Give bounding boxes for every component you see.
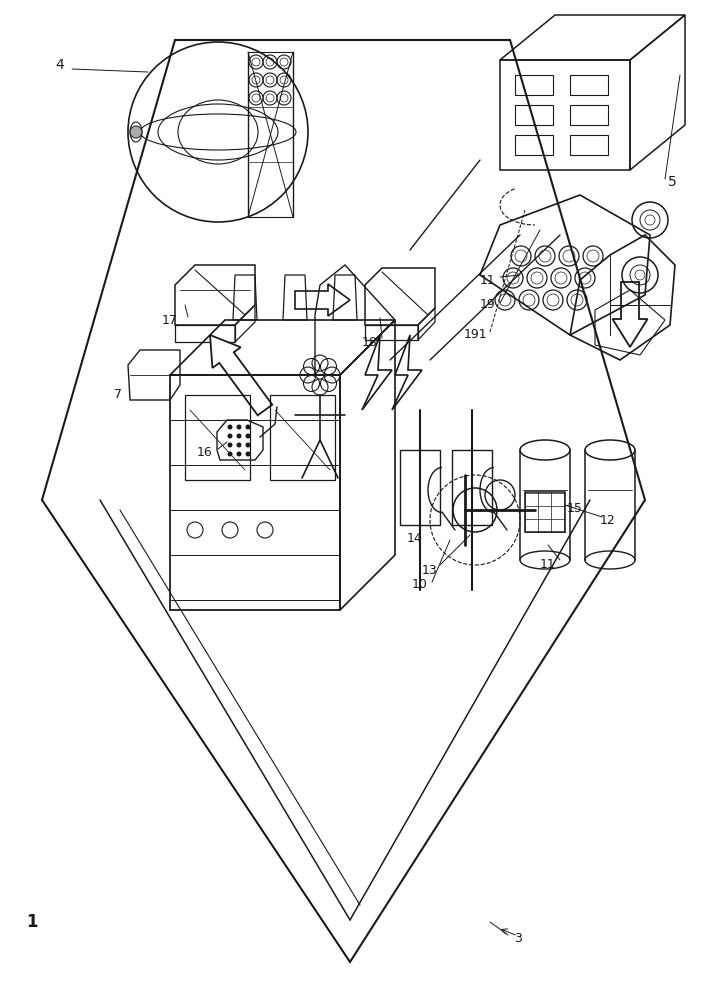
- Text: 3: 3: [514, 932, 522, 944]
- Text: 7: 7: [114, 388, 122, 401]
- Circle shape: [236, 424, 242, 430]
- Text: 19: 19: [480, 298, 496, 312]
- Bar: [570, 135, 608, 155]
- Bar: [400, 450, 440, 525]
- Text: 4: 4: [55, 58, 64, 72]
- Text: 5: 5: [667, 175, 676, 189]
- Bar: [452, 450, 492, 525]
- Text: 13: 13: [422, 564, 438, 576]
- Bar: [185, 395, 250, 480]
- Bar: [270, 395, 335, 480]
- Bar: [525, 492, 565, 532]
- Circle shape: [228, 424, 233, 430]
- Circle shape: [130, 126, 142, 138]
- FancyArrow shape: [613, 282, 648, 347]
- Circle shape: [236, 434, 242, 438]
- Text: 11: 11: [540, 558, 556, 572]
- Text: 11: 11: [480, 273, 496, 286]
- Circle shape: [228, 442, 233, 448]
- Circle shape: [245, 424, 250, 430]
- Text: 17: 17: [162, 314, 178, 326]
- Circle shape: [245, 442, 250, 448]
- FancyArrow shape: [210, 335, 272, 415]
- Text: 16: 16: [197, 446, 213, 458]
- Bar: [515, 75, 553, 95]
- Circle shape: [245, 434, 250, 438]
- Text: 1: 1: [26, 913, 38, 931]
- Bar: [570, 75, 608, 95]
- Circle shape: [228, 452, 233, 456]
- Bar: [570, 105, 608, 125]
- Text: 10: 10: [412, 578, 428, 591]
- Circle shape: [245, 452, 250, 456]
- Text: 14: 14: [407, 532, 423, 544]
- Bar: [515, 105, 553, 125]
- Circle shape: [236, 442, 242, 448]
- Bar: [515, 135, 553, 155]
- Circle shape: [228, 434, 233, 438]
- Text: 15: 15: [567, 502, 583, 514]
- Circle shape: [236, 452, 242, 456]
- Text: 12: 12: [600, 514, 616, 526]
- Text: 18: 18: [362, 336, 378, 349]
- Text: 191: 191: [463, 328, 486, 342]
- FancyArrow shape: [295, 284, 350, 316]
